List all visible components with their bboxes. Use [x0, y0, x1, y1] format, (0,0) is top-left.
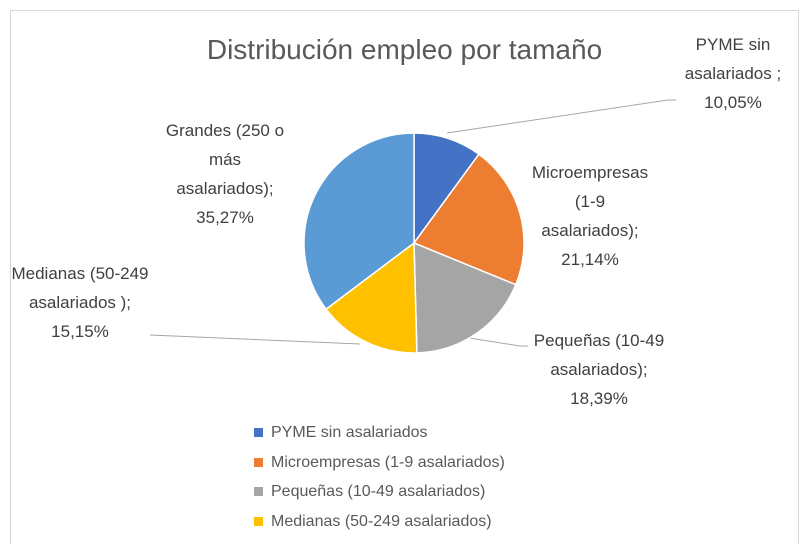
legend-label: Medianas (50-249 asalariados)	[271, 512, 492, 530]
legend-item: Pequeñas (10-49 asalariados)	[254, 483, 485, 501]
legend-label: PYME sin asalariados	[271, 424, 428, 441]
chart-title: Distribución empleo por tamaño	[206, 34, 603, 65]
pie-slice	[413, 241, 517, 354]
pie-slice	[303, 132, 415, 311]
pie-slice	[325, 241, 418, 354]
legend-label: Pequeñas (10-49 asalariados)	[271, 483, 486, 500]
data-label: Pequeñas (10-49 asalariados); 18,39%	[533, 331, 665, 408]
legend-swatch	[254, 487, 263, 496]
legend-item: Microempresas (1-9 asalariados)	[254, 454, 505, 472]
data-label: Microempresas (1-9 asalariados); 21,14%	[531, 163, 649, 269]
data-label: Grandes (250 o más asalariados); 35,27%	[165, 121, 285, 227]
leader-line	[149, 334, 361, 345]
legend-swatch	[254, 516, 263, 526]
chart-border	[10, 10, 799, 544]
legend-item: Medianas (50-249 asalariados)	[254, 513, 492, 531]
leader-line	[446, 99, 676, 134]
legend-swatch	[254, 457, 263, 467]
leader-line	[449, 334, 528, 347]
legend-swatch	[254, 428, 263, 437]
data-label: Medianas (50-249 asalariados ); 15,15%	[11, 264, 149, 341]
pie-slice	[412, 153, 525, 286]
data-label: PYME sin asalariados ; 10,05%	[684, 35, 782, 112]
legend-label: Microempresas (1-9 asalariados)	[271, 453, 505, 471]
legend-item: PYME sin asalariados	[254, 424, 428, 442]
